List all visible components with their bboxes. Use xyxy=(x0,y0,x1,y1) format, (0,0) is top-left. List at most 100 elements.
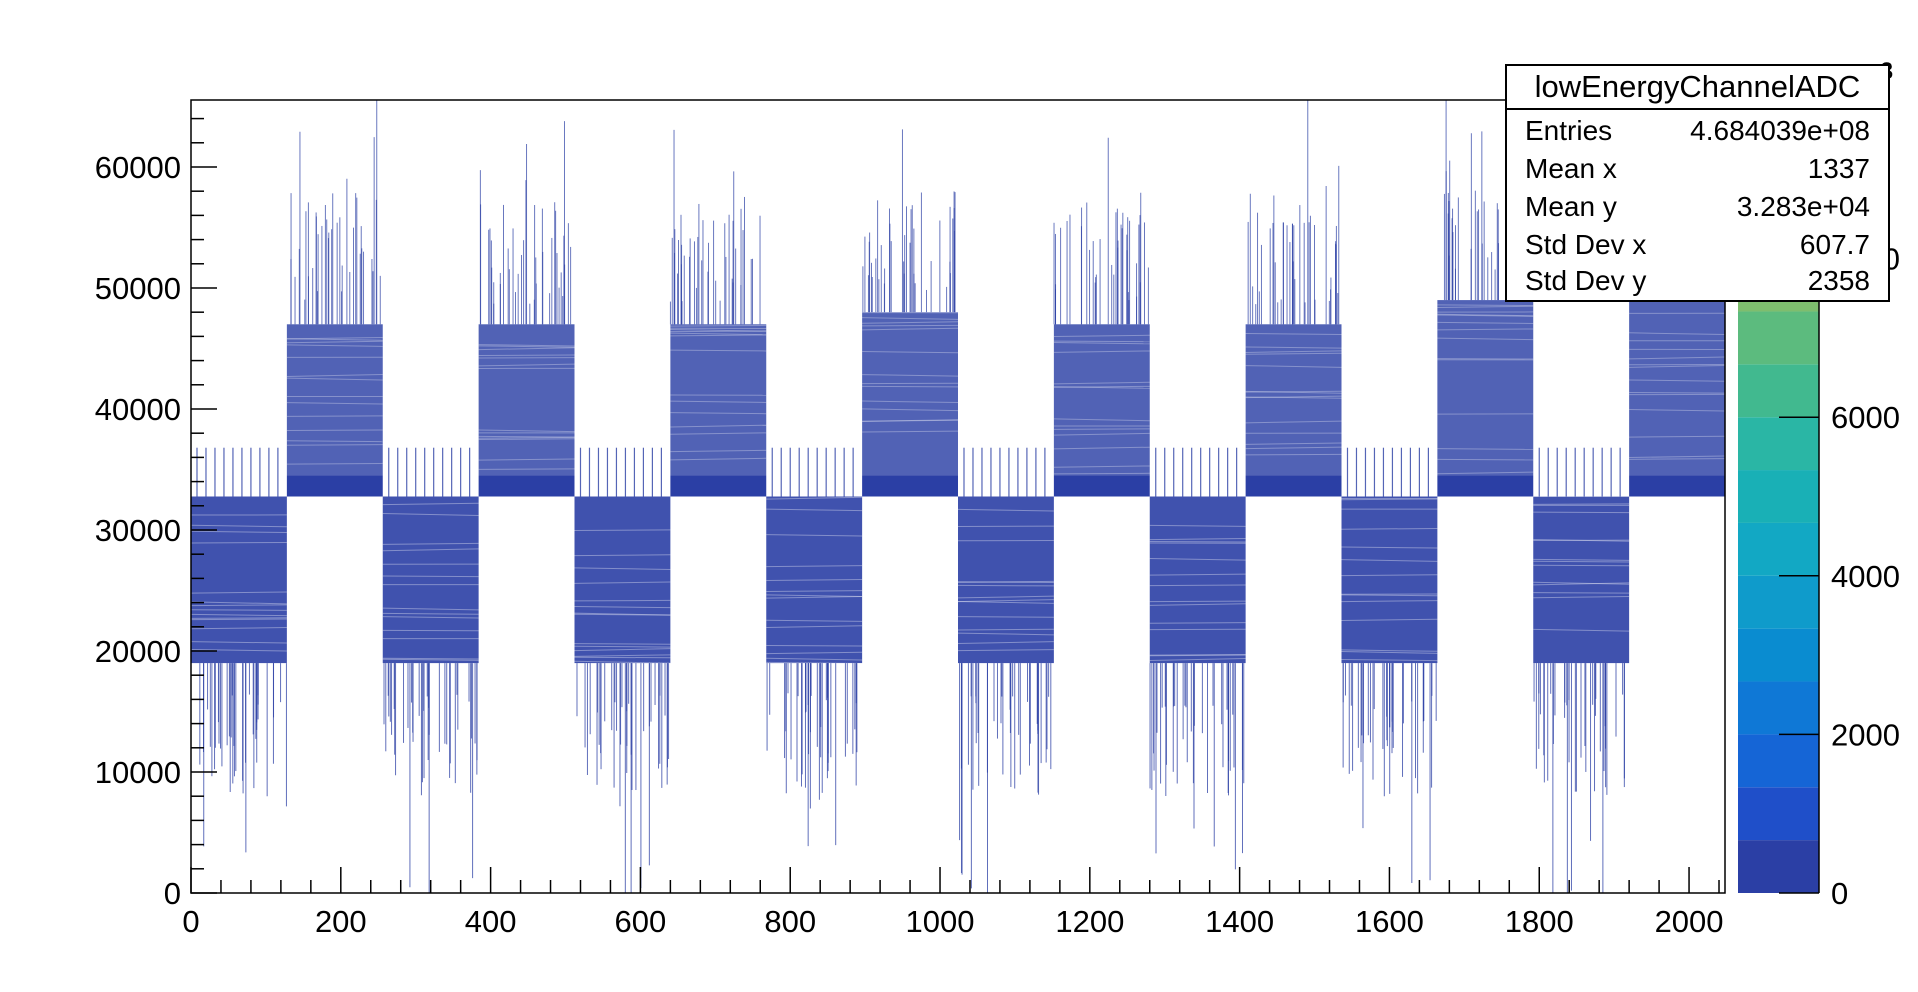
band-texture xyxy=(862,321,959,324)
y-axis: 0 10000 20000 30000 40000 50000 60000 xyxy=(95,117,217,911)
band-texture xyxy=(574,581,671,584)
band-texture xyxy=(286,344,383,347)
band-texture xyxy=(1053,381,1150,385)
band-texture xyxy=(766,657,863,661)
band-texture xyxy=(1341,498,1438,501)
band-texture xyxy=(1149,537,1246,541)
band-texture xyxy=(1437,305,1534,309)
band-texture xyxy=(574,656,671,659)
y-tick-label: 40000 xyxy=(95,392,181,427)
band-texture xyxy=(766,625,863,629)
band-texture xyxy=(766,651,863,655)
band-texture xyxy=(1629,392,1726,394)
dense-band xyxy=(670,324,767,476)
band-texture xyxy=(286,377,383,381)
band-texture xyxy=(1437,313,1534,317)
band-texture xyxy=(1629,379,1726,382)
plot-border xyxy=(190,99,1726,894)
band-texture xyxy=(286,336,383,340)
dense-band xyxy=(1437,300,1534,476)
stats-value: 3.283e+04 xyxy=(1736,191,1870,222)
band-texture xyxy=(1437,328,1534,331)
band-texture xyxy=(286,338,383,341)
stats-value: 1337 xyxy=(1807,153,1870,184)
band-texture xyxy=(1341,546,1438,549)
band-texture xyxy=(766,594,863,597)
band-texture xyxy=(766,565,863,568)
band-texture xyxy=(862,419,959,422)
x-axis: 0 200 400 600 800 1000 1200 1400 1600 1800 2000 xyxy=(182,867,1724,939)
y-tick-label: 0 xyxy=(164,876,181,911)
band-texture xyxy=(862,400,959,403)
band-texture xyxy=(1245,420,1342,424)
band-texture xyxy=(382,575,479,578)
band-texture xyxy=(766,619,863,622)
band-texture xyxy=(1629,332,1726,336)
palette-swatch xyxy=(1738,681,1819,735)
band-texture xyxy=(1437,471,1534,475)
band-texture xyxy=(574,605,671,609)
stats-label: Entries xyxy=(1525,115,1613,146)
band-texture xyxy=(286,373,383,377)
band-texture xyxy=(1149,654,1246,657)
data-block xyxy=(1437,100,1534,497)
band-texture xyxy=(766,661,863,665)
stats-box: lowEnergyChannelADC Entries 4.684039e+08… xyxy=(1505,64,1890,302)
x-tick-label: 1400 xyxy=(1205,904,1274,939)
data-block xyxy=(1533,447,1630,893)
band-texture xyxy=(1533,628,1630,632)
stats-label: Mean x xyxy=(1525,153,1617,184)
data-block xyxy=(478,121,575,497)
band-texture xyxy=(1053,418,1150,422)
data-block xyxy=(190,447,287,853)
band-texture xyxy=(1341,594,1438,597)
band-texture xyxy=(1245,453,1342,456)
band-texture xyxy=(190,542,287,544)
dense-core xyxy=(478,475,575,497)
band-texture xyxy=(766,534,863,537)
data-block xyxy=(1053,137,1150,497)
x-tick-label: 2000 xyxy=(1655,904,1724,939)
dense-band xyxy=(766,496,863,664)
plot-frame xyxy=(190,99,1726,894)
band-texture xyxy=(862,408,959,412)
band-texture xyxy=(478,363,575,367)
x-tick-label: 200 xyxy=(315,904,367,939)
stats-row-mean-x: Mean x 1337 xyxy=(1525,150,1870,188)
band-texture xyxy=(286,429,383,432)
band-texture xyxy=(1629,455,1726,459)
band-texture xyxy=(1437,321,1534,324)
band-texture xyxy=(478,438,575,441)
band-texture xyxy=(382,612,479,615)
palette-swatch xyxy=(1738,628,1819,682)
band-texture xyxy=(766,496,863,500)
band-texture xyxy=(862,327,959,331)
band-texture xyxy=(190,627,287,630)
band-texture xyxy=(1245,352,1342,355)
band-texture xyxy=(478,345,575,348)
band-texture xyxy=(957,616,1054,618)
band-texture xyxy=(1245,390,1342,394)
dense-band xyxy=(1533,496,1630,664)
band-texture xyxy=(574,567,671,570)
band-texture xyxy=(1053,465,1150,468)
dense-band xyxy=(191,496,287,664)
y-tick-label: 60000 xyxy=(95,150,181,185)
data-layer xyxy=(190,100,1726,893)
dense-core xyxy=(286,475,383,497)
stats-row-std-x: Std Dev x 607.7 xyxy=(1525,226,1870,264)
band-texture xyxy=(957,632,1054,636)
band-texture xyxy=(190,617,287,619)
band-texture xyxy=(190,613,287,617)
band-texture xyxy=(670,324,767,327)
band-texture xyxy=(670,432,767,435)
x-tick-label: 1600 xyxy=(1355,904,1424,939)
band-texture xyxy=(286,444,383,446)
band-texture xyxy=(382,542,479,545)
band-texture xyxy=(1341,618,1438,621)
band-texture xyxy=(1149,573,1246,576)
band-texture xyxy=(1341,527,1438,530)
band-texture xyxy=(670,400,767,403)
dense-core xyxy=(1437,475,1534,497)
dense-band xyxy=(286,324,383,476)
